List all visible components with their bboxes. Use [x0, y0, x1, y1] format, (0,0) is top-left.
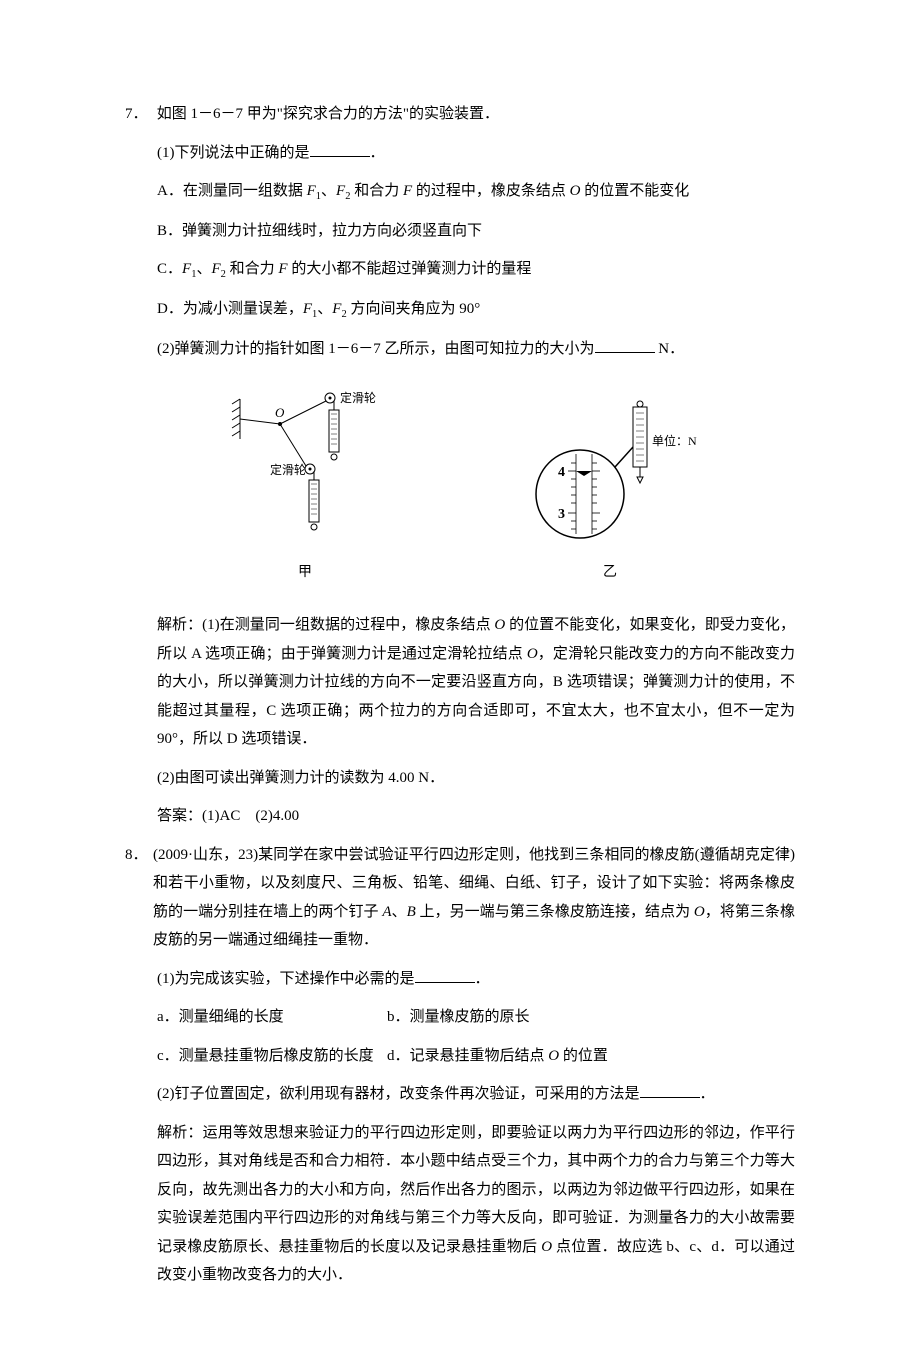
- q8-part1-label: (1)为完成该实验，下述操作中必需的是 ．: [125, 965, 795, 994]
- q7-stem-text: 如图 1－6－7 甲为"探究求合力的方法"的实验装置．: [157, 106, 499, 122]
- q7-part2-unit: N．: [655, 341, 685, 357]
- q7-option-b: B．弹簧测力计拉细线时，拉力方向必须竖直向下: [125, 217, 795, 246]
- blank-fill: [640, 1083, 700, 1098]
- q7-option-d: D．为减小测量误差，F1、F2 方向间夹角应为 90°: [125, 295, 795, 325]
- q8-part2-prefix: (2)钉子位置固定，欲利用现有器材，改变条件再次验证，可采用的方法是: [157, 1086, 640, 1102]
- q8-part1-period: ．: [475, 971, 490, 987]
- q8-number: 8．: [125, 841, 153, 955]
- pulley-label-1: 定滑轮: [340, 390, 376, 405]
- q7-explanation-1: 解析：(1)在测量同一组数据的过程中，橡皮条结点 O 的位置不能变化，如果变化，…: [125, 611, 795, 754]
- q8-option-d: d．记录悬挂重物后结点 O 的位置: [387, 1042, 608, 1071]
- q8-options-row-1: a．测量细绳的长度 b．测量橡皮筋的原长: [125, 1003, 795, 1032]
- tick-3: 3: [558, 507, 565, 522]
- tick-4: 4: [558, 465, 565, 480]
- caption-left: 甲: [298, 560, 312, 587]
- magnifier-diagram: 单位：N: [520, 399, 700, 554]
- q7-part1-period: ．: [370, 145, 385, 161]
- q8-stem-text: (2009·山东，23)某同学在家中尝试验证平行四边形定则，他找到三条相同的橡皮…: [153, 841, 795, 955]
- q7-figures: O 定滑轮 定滑轮: [125, 384, 795, 587]
- q7-explanation-2: (2)由图可读出弹簧测力计的读数为 4.00 N．: [125, 764, 795, 793]
- q8-stem: 8． (2009·山东，23)某同学在家中尝试验证平行四边形定则，他找到三条相同…: [125, 841, 795, 955]
- q8-option-c: c．测量悬挂重物后橡皮筋的长度: [157, 1042, 387, 1071]
- figure-left: O 定滑轮 定滑轮: [220, 384, 390, 587]
- q7-answer: 答案：(1)AC (2)4.00: [125, 802, 795, 831]
- caption-right: 乙: [603, 560, 617, 587]
- q8-option-a: a．测量细绳的长度: [157, 1003, 387, 1032]
- pulley-label-2: 定滑轮: [270, 462, 306, 477]
- figure-right: 单位：N: [520, 399, 700, 587]
- o-label: O: [275, 405, 285, 420]
- blank-fill: [415, 968, 475, 983]
- q7-part2-prefix: (2)弹簧测力计的指针如图 1－6－7 乙所示，由图可知拉力的大小为: [157, 341, 595, 357]
- q7-option-c: C．F1、F2 和合力 F 的大小都不能超过弹簧测力计的量程: [125, 255, 795, 285]
- q8-options-row-2: c．测量悬挂重物后橡皮筋的长度 d．记录悬挂重物后结点 O 的位置: [125, 1042, 795, 1071]
- q7-option-a: A．在测量同一组数据 F1、F2 和合力 F 的过程中，橡皮条结点 O 的位置不…: [125, 177, 795, 207]
- q7-stem: 7． 如图 1－6－7 甲为"探究求合力的方法"的实验装置．: [125, 100, 795, 129]
- q7-part1-label: (1)下列说法中正确的是 ．: [125, 139, 795, 168]
- blank-fill: [310, 142, 370, 157]
- blank-fill: [595, 338, 655, 353]
- q8-explanation: 解析：运用等效思想来验证力的平行四边形定则，即要验证以两力为平行四边形的邻边，作…: [125, 1119, 795, 1290]
- unit-label: 单位：N: [652, 433, 697, 448]
- q8-part2: (2)钉子位置固定，欲利用现有器材，改变条件再次验证，可采用的方法是 ．: [125, 1080, 795, 1109]
- q8-part2-period: ．: [700, 1086, 715, 1102]
- apparatus-diagram: O 定滑轮 定滑轮: [220, 384, 390, 554]
- q8-part1-prefix: (1)为完成该实验，下述操作中必需的是: [157, 971, 415, 987]
- q7-part1-prefix: (1)下列说法中正确的是: [157, 145, 310, 161]
- q7-part2: (2)弹簧测力计的指针如图 1－6－7 乙所示，由图可知拉力的大小为 N．: [125, 335, 795, 364]
- q8-option-b: b．测量橡皮筋的原长: [387, 1003, 530, 1032]
- q7-number: 7．: [125, 100, 153, 129]
